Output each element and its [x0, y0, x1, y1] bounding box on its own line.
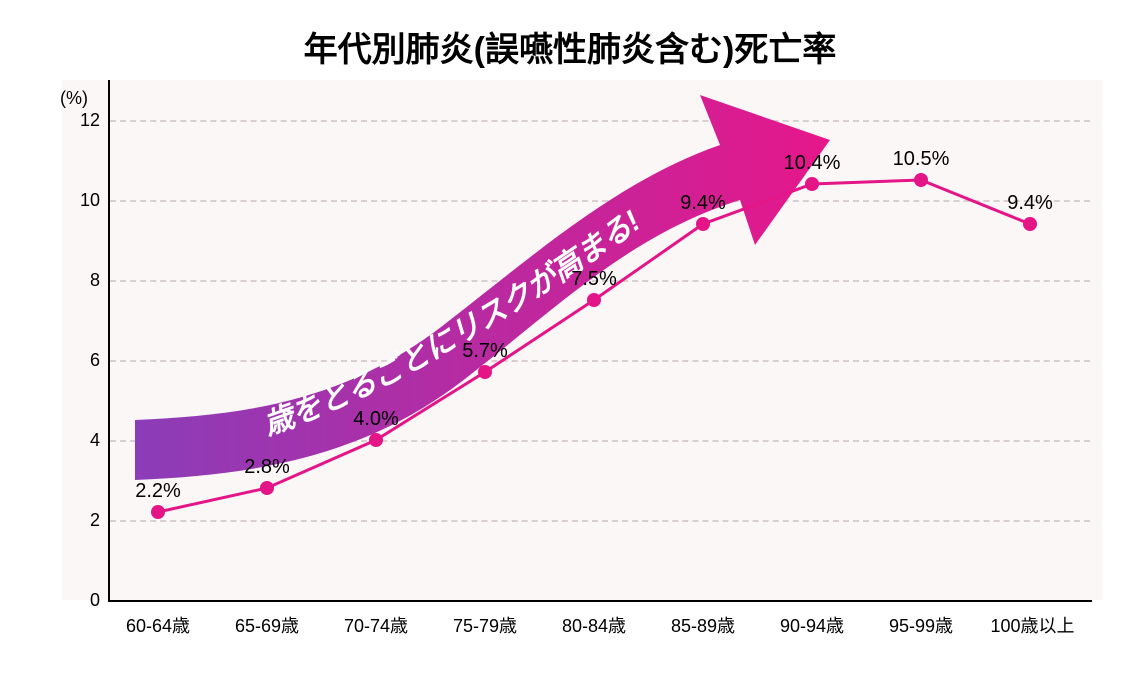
- callout-arrow: 歳をとるごとにリスクが高まる!: [135, 95, 830, 480]
- data-label: 2.8%: [227, 456, 307, 479]
- data-marker: [369, 433, 383, 447]
- data-marker: [805, 177, 819, 191]
- x-tick: 70-74歳: [326, 612, 426, 638]
- data-marker: [260, 481, 274, 495]
- data-label: 10.4%: [764, 152, 860, 175]
- data-label: 5.7%: [445, 340, 525, 363]
- x-tick: 85-89歳: [653, 612, 753, 638]
- data-label: 7.5%: [554, 268, 634, 291]
- x-tick: 65-69歳: [217, 612, 317, 638]
- data-marker: [914, 173, 928, 187]
- data-label: 10.5%: [873, 148, 969, 171]
- x-tick: 60-64歳: [108, 612, 208, 638]
- x-tick: 75-79歳: [435, 612, 535, 638]
- arrow-text: 歳をとるごとにリスクが高まる!: [259, 205, 647, 442]
- data-marker: [151, 505, 165, 519]
- data-label: 9.4%: [663, 192, 743, 215]
- data-marker: [696, 217, 710, 231]
- x-tick: 100歳以上: [975, 612, 1090, 638]
- data-label: 9.4%: [990, 192, 1070, 215]
- data-marker: [1023, 217, 1037, 231]
- line-chart: 歳をとるごとにリスクが高まる!: [0, 0, 1140, 690]
- data-label: 4.0%: [336, 408, 416, 431]
- data-marker: [478, 365, 492, 379]
- data-label: 2.2%: [118, 480, 198, 503]
- data-marker: [587, 293, 601, 307]
- x-tick: 95-99歳: [871, 612, 971, 638]
- x-tick: 90-94歳: [762, 612, 862, 638]
- x-tick: 80-84歳: [544, 612, 644, 638]
